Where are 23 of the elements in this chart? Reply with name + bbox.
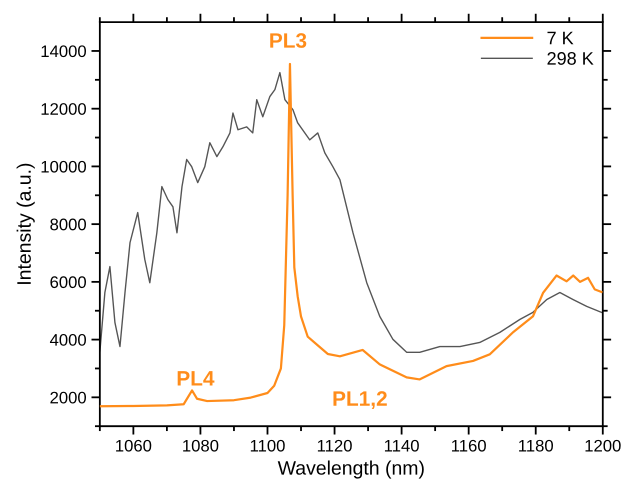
y-tick-label: 4000 xyxy=(50,334,86,346)
y-tick-label: 6000 xyxy=(50,276,86,288)
y-axis-title: Intensity (a.u.) xyxy=(16,164,35,284)
x-tick-label: 1100 xyxy=(250,440,285,452)
y-tick-label: 12000 xyxy=(42,103,86,115)
x-axis-title: Wavelength (nm) xyxy=(278,460,424,479)
x-tick-label: 1180 xyxy=(519,440,553,452)
y-tick-label: 2000 xyxy=(50,392,86,404)
x-tick-label: 1060 xyxy=(116,440,152,452)
y-tick-label: 14000 xyxy=(42,45,86,58)
x-tick-label: 1080 xyxy=(183,440,218,452)
x-tick-label: 1200 xyxy=(586,440,621,452)
legend-label: 7 K xyxy=(548,32,574,44)
x-tick-label: 1160 xyxy=(452,440,486,452)
annotation: PL1,2 xyxy=(333,391,387,409)
line-series xyxy=(100,72,602,353)
y-tick-label: 8000 xyxy=(50,218,86,230)
x-tick-label: 1140 xyxy=(384,440,419,452)
annotation: PL3 xyxy=(270,33,306,48)
x-tick-label: 1120 xyxy=(318,440,352,452)
legend-label: 298 K xyxy=(547,52,594,65)
y-tick-label: 10000 xyxy=(42,160,86,173)
annotation: PL4 xyxy=(178,371,214,386)
